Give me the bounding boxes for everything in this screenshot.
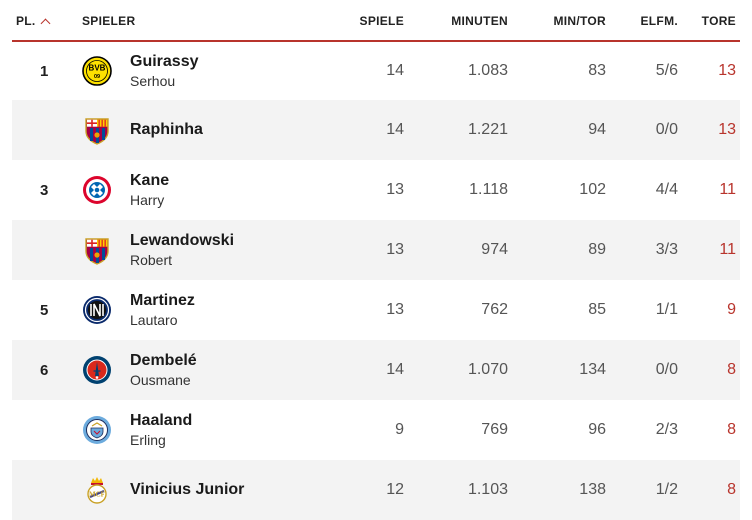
minutes-cell: 769 — [481, 421, 508, 438]
player-last-name[interactable]: Dembelé — [130, 352, 197, 369]
rank-cell: 6 — [40, 361, 49, 379]
svg-text:BVB: BVB — [89, 64, 106, 73]
games-cell: 12 — [386, 481, 404, 498]
table-row[interactable]: Lewandowski Robert 13 974 89 3/3 11 — [12, 220, 740, 280]
minutes-cell: 1.070 — [467, 361, 508, 378]
man-city-crest-icon — [82, 415, 112, 445]
table-row[interactable]: 5 Martinez Lautaro 13 762 85 1/1 9 — [12, 280, 740, 340]
games-cell: 13 — [386, 301, 404, 318]
fcb-barcelona-crest-icon — [82, 235, 112, 265]
minutes-cell: 974 — [481, 241, 508, 258]
minutes-cell: 1.083 — [467, 62, 508, 79]
goals-cell: 8 — [727, 481, 736, 498]
player-first-name: Harry — [130, 192, 165, 208]
inter-crest-icon — [82, 295, 112, 325]
player-last-name[interactable]: Haaland — [130, 412, 193, 429]
goals-cell: 13 — [718, 121, 736, 138]
minutes-cell: 1.221 — [467, 121, 508, 138]
player-last-name[interactable]: Martinez — [130, 292, 195, 309]
player-first-name: Erling — [130, 432, 166, 448]
min-per-goal-cell: 138 — [579, 481, 606, 498]
table-row[interactable]: 6 Dembelé Ousmane 14 1.070 134 0/0 8 — [12, 340, 740, 400]
real-madrid-crest-icon: MCF — [82, 475, 112, 505]
penalties-cell: 4/4 — [655, 181, 678, 198]
player-first-name: Serhou — [130, 73, 176, 89]
penalties-cell: 0/0 — [655, 121, 678, 138]
bvb-crest-icon: BVB 09 — [82, 56, 112, 86]
rank-cell: 1 — [40, 62, 49, 80]
min-per-goal-cell: 94 — [588, 121, 606, 138]
games-cell: 14 — [386, 62, 404, 79]
column-header-min-per-goal[interactable]: MIN/TOR — [553, 14, 606, 28]
minutes-cell: 1.103 — [467, 481, 508, 498]
minutes-cell: 762 — [481, 301, 508, 318]
goals-cell: 13 — [718, 62, 736, 79]
player-last-name[interactable]: Raphinha — [130, 121, 203, 138]
goals-cell: 8 — [727, 361, 736, 378]
column-header-minutes[interactable]: MINUTEN — [451, 14, 508, 28]
min-per-goal-cell: 96 — [588, 421, 606, 438]
player-last-name[interactable]: Lewandowski — [130, 232, 235, 249]
player-last-name[interactable]: Kane — [130, 172, 170, 189]
penalties-cell: 1/1 — [655, 301, 678, 318]
goals-cell: 8 — [727, 421, 736, 438]
goals-cell: 11 — [719, 181, 736, 198]
fcb-barcelona-crest-icon — [82, 115, 112, 145]
column-header-games[interactable]: SPIELE — [359, 14, 404, 28]
table-header: PL. SPIELER SPIELE MINUTEN MIN/TOR ELFM.… — [12, 0, 740, 42]
minutes-cell: 1.118 — [469, 181, 508, 198]
svg-text:MCF: MCF — [89, 491, 105, 499]
bayern-crest-icon — [82, 175, 112, 205]
goals-cell: 9 — [727, 301, 736, 318]
games-cell: 14 — [386, 361, 404, 378]
penalties-cell: 0/0 — [655, 361, 678, 378]
player-first-name: Lautaro — [130, 312, 178, 328]
table-row[interactable]: Raphinha 14 1.221 94 0/0 13 — [12, 100, 740, 160]
player-last-name[interactable]: Vinicius Junior — [130, 481, 245, 498]
column-header-player[interactable]: SPIELER — [82, 14, 136, 28]
games-cell: 9 — [395, 421, 404, 438]
psg-crest-icon — [82, 355, 112, 385]
scorer-table: PL. SPIELER SPIELE MINUTEN MIN/TOR ELFM.… — [12, 0, 740, 520]
penalties-cell: 5/6 — [655, 62, 678, 79]
games-cell: 13 — [386, 181, 404, 198]
rank-cell: 3 — [40, 181, 49, 199]
games-cell: 13 — [386, 241, 404, 258]
column-header-rank[interactable]: PL. — [16, 14, 51, 29]
table-row[interactable]: MCF Vinicius Junior 12 1.103 138 1/2 8 — [12, 460, 740, 520]
table-row[interactable]: 1 BVB 09 Guirassy Serhou 14 1.083 83 5/6 … — [12, 42, 740, 100]
penalties-cell: 3/3 — [655, 241, 678, 258]
min-per-goal-cell: 85 — [588, 301, 606, 318]
player-first-name: Robert — [130, 252, 173, 268]
column-header-goals[interactable]: TORE — [701, 14, 736, 28]
min-per-goal-cell: 89 — [588, 241, 606, 258]
player-first-name: Ousmane — [130, 372, 191, 388]
column-header-penalties[interactable]: ELFM. — [640, 14, 678, 28]
min-per-goal-cell: 134 — [579, 361, 606, 378]
penalties-cell: 1/2 — [655, 481, 678, 498]
goals-cell: 11 — [719, 241, 736, 258]
table-row[interactable]: 3 Kane Harry 13 1.118 102 4/4 11 — [12, 160, 740, 220]
min-per-goal-cell: 102 — [579, 181, 606, 198]
min-per-goal-cell: 83 — [588, 62, 606, 79]
sort-caret-up-icon — [40, 18, 51, 29]
games-cell: 14 — [386, 121, 404, 138]
rank-cell: 5 — [40, 301, 49, 319]
svg-text:09: 09 — [94, 74, 100, 80]
penalties-cell: 2/3 — [655, 421, 678, 438]
table-row[interactable]: Haaland Erling 9 769 96 2/3 8 — [12, 400, 740, 460]
player-last-name[interactable]: Guirassy — [130, 53, 199, 70]
